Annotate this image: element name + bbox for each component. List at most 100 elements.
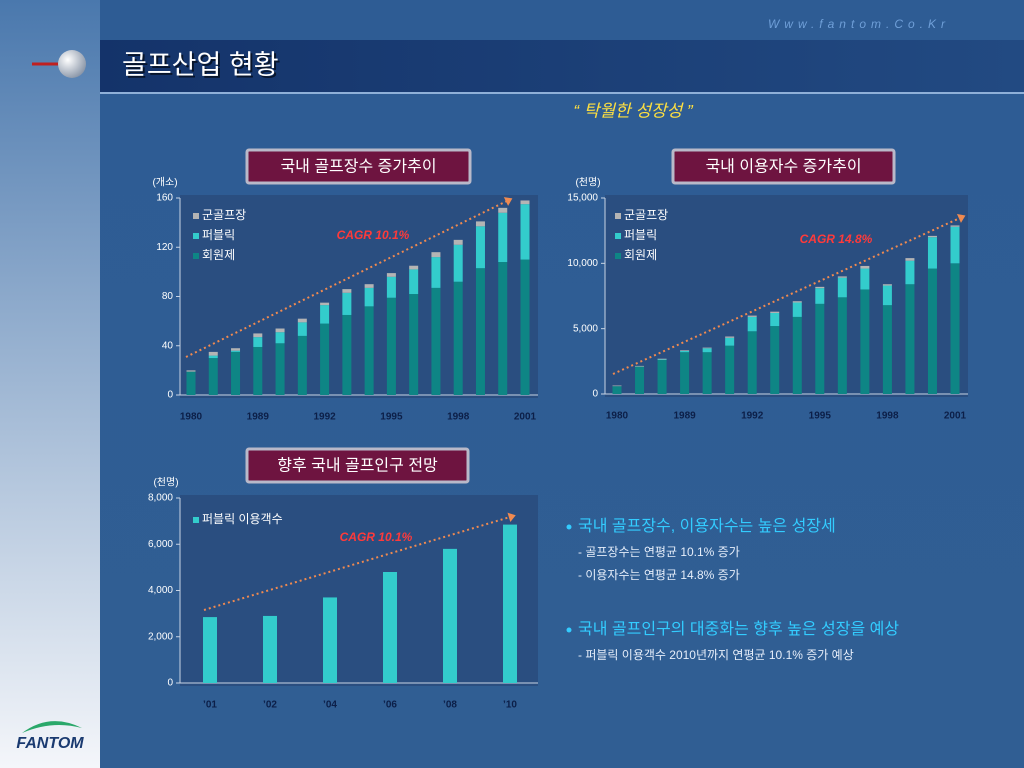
bar-segment bbox=[297, 335, 307, 395]
y-tick-label: 0 bbox=[592, 389, 598, 400]
bar-segment bbox=[882, 285, 892, 306]
bar-segment bbox=[231, 350, 241, 352]
bar-segment bbox=[475, 268, 485, 395]
bullet-dot bbox=[566, 524, 572, 530]
bar-segment bbox=[443, 548, 457, 683]
bar-segment bbox=[342, 292, 352, 315]
bar-segment bbox=[520, 259, 530, 395]
bar-segment bbox=[520, 200, 530, 205]
x-tick-label: 1998 bbox=[876, 411, 899, 422]
bar-segment bbox=[770, 311, 780, 313]
bar-segment bbox=[342, 314, 352, 395]
sub-bullet: - 이용자수는 연평균 14.8% 증가 bbox=[578, 568, 740, 582]
banner-rule bbox=[100, 92, 1024, 94]
bar-segment bbox=[680, 350, 690, 351]
bar-segment bbox=[657, 360, 667, 394]
x-tick-label: 1989 bbox=[247, 412, 270, 423]
x-tick-label: ’08 bbox=[443, 700, 457, 711]
x-tick-label: 1992 bbox=[313, 412, 336, 423]
bar-segment bbox=[520, 204, 530, 260]
bar-segment bbox=[386, 297, 396, 395]
annotation: CAGR 14.8% bbox=[800, 232, 873, 246]
bar-segment bbox=[208, 355, 218, 359]
bar-segment bbox=[409, 265, 419, 270]
bar-segment bbox=[657, 359, 667, 361]
legend-label: 회원제 bbox=[202, 248, 235, 262]
bar-segment bbox=[950, 226, 960, 264]
bar-segment bbox=[657, 358, 667, 360]
subtitle: “ 탁월한 성장성 ” bbox=[573, 101, 694, 120]
trend-arrow bbox=[203, 516, 511, 611]
sub-bullet: - 골프장수는 연평균 10.1% 증가 bbox=[578, 545, 740, 559]
bar-segment bbox=[770, 312, 780, 327]
bar-segment bbox=[453, 244, 463, 282]
bar-segment bbox=[275, 343, 285, 395]
y-axis-unit: (개소) bbox=[152, 177, 177, 189]
bar-segment bbox=[747, 315, 757, 317]
bar-segment bbox=[725, 337, 735, 346]
bar-segment bbox=[275, 328, 285, 333]
bar-segment bbox=[725, 336, 735, 338]
annotation: CAGR 10.1% bbox=[337, 228, 410, 242]
y-axis-unit: (천명) bbox=[153, 477, 178, 489]
bar-segment bbox=[498, 262, 508, 395]
bar-segment bbox=[231, 351, 241, 395]
trend-arrow bbox=[612, 217, 961, 375]
bar-segment bbox=[612, 386, 622, 394]
y-tick-label: 0 bbox=[167, 678, 173, 689]
bar-segment bbox=[702, 352, 712, 394]
bar-segment bbox=[208, 351, 218, 356]
bar-segment bbox=[503, 524, 517, 683]
legend-swatch bbox=[193, 517, 199, 523]
legend-swatch bbox=[615, 253, 621, 259]
trend-arrow-head bbox=[956, 214, 966, 223]
bar-segment bbox=[431, 252, 441, 258]
legend-label: 군골프장 bbox=[202, 208, 246, 222]
bar-segment bbox=[320, 323, 330, 395]
y-tick-label: 10,000 bbox=[567, 258, 598, 269]
x-tick-label: 1995 bbox=[380, 412, 403, 423]
x-tick-label: ’04 bbox=[323, 700, 337, 711]
bar-segment bbox=[231, 348, 241, 351]
bar-segment bbox=[320, 302, 330, 306]
x-tick-label: 1992 bbox=[741, 411, 764, 422]
bar-segment bbox=[431, 287, 441, 395]
x-tick-label: 2001 bbox=[514, 412, 537, 423]
bar-segment bbox=[680, 352, 690, 394]
title-shadow: 골프산업 현황 bbox=[124, 52, 281, 82]
bar-segment bbox=[815, 286, 825, 289]
bar-segment bbox=[770, 326, 780, 394]
y-tick-label: 8,000 bbox=[148, 493, 173, 504]
bar-segment bbox=[275, 332, 285, 344]
trend-arrow-head bbox=[503, 197, 513, 206]
bar-segment bbox=[383, 572, 397, 683]
y-tick-label: 6,000 bbox=[148, 539, 173, 550]
legend-swatch bbox=[615, 233, 621, 239]
legend-swatch bbox=[193, 253, 199, 259]
bar-segment bbox=[475, 226, 485, 269]
bar-segment bbox=[860, 289, 870, 394]
bar-segment bbox=[927, 235, 937, 238]
legend-label: 퍼블릭 bbox=[202, 228, 235, 242]
x-tick-label: 1980 bbox=[606, 411, 629, 422]
bar-segment bbox=[725, 345, 735, 394]
bar-segment bbox=[837, 277, 847, 298]
bar-segment bbox=[297, 318, 307, 323]
y-tick-label: 80 bbox=[162, 291, 174, 302]
bar-segment bbox=[208, 358, 218, 395]
bar-segment bbox=[253, 337, 263, 347]
bar-segment bbox=[747, 331, 757, 394]
bar-segment bbox=[386, 273, 396, 277]
legend-label: 퍼블릭 이용객수 bbox=[202, 512, 283, 526]
bar-segment bbox=[475, 221, 485, 227]
bar-segment bbox=[364, 306, 374, 395]
bar-segment bbox=[203, 617, 217, 683]
y-tick-label: 15,000 bbox=[567, 193, 598, 204]
bar-segment bbox=[905, 284, 915, 394]
bar-segment bbox=[950, 225, 960, 227]
bar-segment bbox=[950, 263, 960, 394]
bar-segment bbox=[253, 346, 263, 395]
bar-segment bbox=[815, 288, 825, 304]
x-tick-label: 2001 bbox=[944, 411, 967, 422]
